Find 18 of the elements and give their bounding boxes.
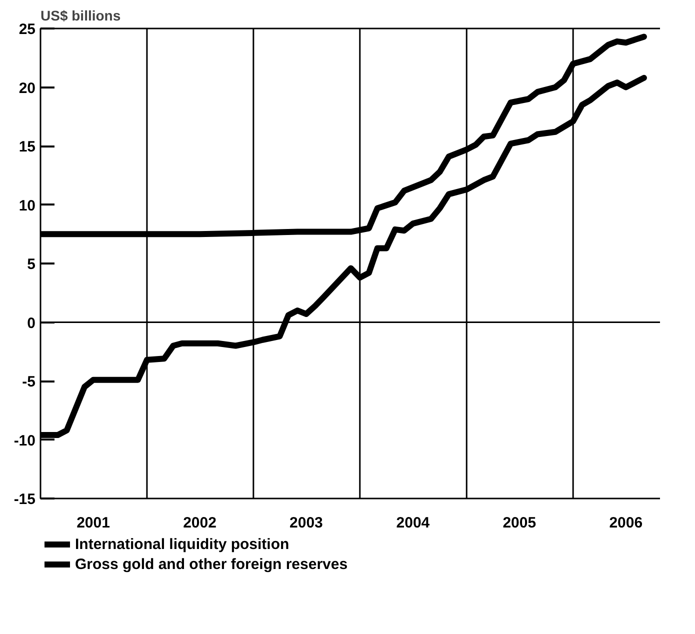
x-tick-label: 2003 — [290, 514, 323, 532]
x-tick-label: 2001 — [76, 514, 110, 532]
y-tick-label: 25 — [18, 21, 36, 38]
x-tick-label: 2002 — [183, 514, 216, 532]
y-axis-title: US$ billions — [40, 8, 121, 24]
y-tick-label: -5 — [22, 374, 36, 390]
y-tick-label: 5 — [27, 256, 36, 273]
y-tick-label: 0 — [27, 314, 36, 332]
legend-label: International liquidity position — [75, 536, 290, 552]
x-tick-label: 2004 — [396, 514, 430, 532]
y-tick-label: -15 — [14, 491, 36, 508]
legend-label: Gross gold and other foreign reserves — [75, 556, 348, 572]
y-tick-label: -10 — [14, 432, 36, 450]
y-tick-label: 10 — [18, 197, 36, 214]
x-tick-label: 2005 — [502, 514, 536, 532]
x-tick-label: 2006 — [609, 514, 643, 532]
y-tick-label: 15 — [18, 138, 36, 156]
y-tick-label: 20 — [18, 80, 36, 97]
